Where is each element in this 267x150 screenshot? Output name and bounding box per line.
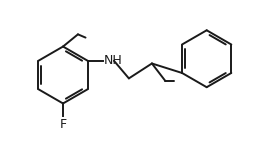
Text: NH: NH xyxy=(104,54,122,67)
Text: F: F xyxy=(60,118,66,131)
